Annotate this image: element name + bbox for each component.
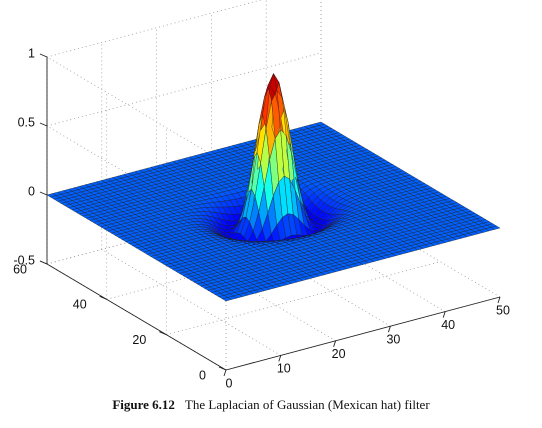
x-tick-label: 40	[441, 318, 455, 332]
z-tick-label: -0.5	[13, 253, 35, 267]
plot-canvas: 0 10 20 30 40 50 0 20 40 60-0.5 0 0.5 1	[13, 0, 510, 390]
tick-labels: 0 10 20 30 40 50 0 20 40 60-0.5 0 0.5 1	[13, 46, 510, 390]
y-tick-label: 0	[199, 368, 206, 382]
z-tick	[39, 260, 48, 265]
figure-caption: Figure 6.12 The Laplacian of Gaussian (Me…	[0, 397, 542, 413]
x-tick	[278, 355, 282, 362]
z-tick-label: 0	[28, 184, 35, 198]
caption-label: Figure 6.12	[112, 397, 175, 412]
y-axis-line	[46, 263, 227, 371]
y-tick-label: 40	[73, 298, 87, 312]
grid-line	[46, 0, 263, 58]
x-tick	[223, 369, 227, 377]
y-tick	[159, 331, 167, 336]
caption-text: The Laplacian of Gaussian (Mexican hat) …	[184, 397, 430, 412]
x-tick	[497, 296, 501, 304]
grid-line	[166, 261, 441, 336]
z-tick	[39, 122, 48, 127]
grid-line	[46, 52, 322, 127]
x-tick-label: 30	[386, 332, 400, 346]
x-tick	[387, 326, 391, 333]
y-tick-label: 60	[13, 262, 27, 276]
y-tick	[99, 295, 107, 300]
grid-line	[46, 56, 227, 164]
x-tick-label: 10	[277, 362, 291, 376]
z-tick	[39, 191, 48, 196]
mexican-hat-surface	[46, 72, 501, 302]
x-tick-label: 0	[226, 376, 233, 390]
x-tick	[442, 311, 446, 318]
y-tick	[218, 366, 227, 371]
z-tick-label: 1	[28, 46, 35, 60]
x-tick	[333, 340, 337, 347]
x-tick-label: 20	[332, 347, 346, 361]
x-axis-line	[225, 296, 501, 371]
grid-line	[101, 249, 282, 356]
surface-patch	[490, 225, 501, 230]
x-tick-label: 50	[496, 303, 510, 317]
axis-lines	[39, 53, 501, 377]
z-tick-label: 0.5	[18, 115, 35, 129]
y-tick-label: 20	[132, 333, 146, 347]
z-tick	[39, 53, 48, 58]
